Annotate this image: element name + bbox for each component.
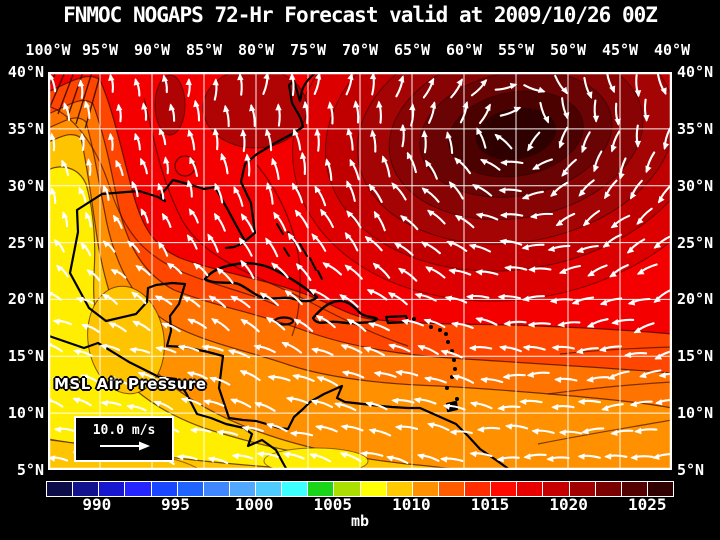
field-label: MSL Air Pressure bbox=[54, 375, 207, 393]
lon-label-85W: 85°W bbox=[185, 41, 223, 59]
colorbar-tick-1000: 1000 bbox=[234, 495, 274, 514]
lon-label-70W: 70°W bbox=[341, 41, 379, 59]
colorbar-tick-1020: 1020 bbox=[549, 495, 588, 514]
lon-label-60W: 60°W bbox=[445, 41, 483, 59]
colorbar-cell-3 bbox=[125, 482, 151, 496]
lat-label-35N: 35°N bbox=[677, 119, 714, 138]
pressure-field-canvas bbox=[48, 72, 672, 470]
lat-label-10N: 10°N bbox=[677, 404, 714, 423]
colorbar-cell-6 bbox=[203, 482, 229, 496]
colorbar-cell-0 bbox=[47, 482, 73, 496]
colorbar-cell-8 bbox=[256, 482, 282, 496]
chart-title: FNMOC NOGAPS 72-Hr Forecast valid at 200… bbox=[63, 3, 658, 27]
reference-wind-arrow-icon bbox=[100, 441, 150, 451]
colorbar-tick-1015: 1015 bbox=[470, 495, 510, 514]
colorbar-cell-20 bbox=[569, 482, 595, 496]
colorbar-cell-21 bbox=[595, 482, 621, 496]
colorbar-cell-7 bbox=[229, 482, 255, 496]
colorbar-tick-1010: 1010 bbox=[392, 495, 431, 514]
lat-label-25N: 25°N bbox=[677, 233, 714, 252]
lon-label-95W: 95°W bbox=[81, 41, 119, 59]
lon-label-55W: 55°W bbox=[497, 41, 535, 59]
colorbar-cell-23 bbox=[647, 482, 673, 496]
lat-label-5N: 5°N bbox=[677, 461, 705, 479]
lon-label-45W: 45°W bbox=[601, 41, 639, 59]
wind-speed-legend: 10.0 m/s bbox=[74, 416, 174, 462]
colorbar-unit: mb bbox=[350, 512, 370, 530]
lat-label-15N: 15°N bbox=[677, 347, 714, 366]
lat-label-30N: 30°N bbox=[7, 176, 44, 195]
pressure-colorbar bbox=[46, 481, 674, 497]
colorbar-cell-13 bbox=[386, 482, 412, 496]
colorbar-cell-17 bbox=[491, 482, 517, 496]
lat-label-40N: 40°N bbox=[7, 63, 44, 81]
colorbar-cell-18 bbox=[517, 482, 543, 496]
lon-label-80W: 80°W bbox=[237, 41, 275, 59]
lat-label-30N: 30°N bbox=[677, 176, 714, 195]
colorbar-cell-2 bbox=[99, 482, 125, 496]
colorbar-tick-1005: 1005 bbox=[313, 495, 352, 514]
lon-label-75W: 75°W bbox=[289, 41, 327, 59]
wind-arrows bbox=[48, 72, 672, 466]
colorbar-cell-16 bbox=[465, 482, 491, 496]
lat-label-20N: 20°N bbox=[677, 290, 714, 309]
lon-label-40W: 40°W bbox=[653, 41, 691, 59]
colorbar-cell-11 bbox=[334, 482, 360, 496]
lat-label-25N: 25°N bbox=[7, 233, 44, 252]
colorbar-cell-4 bbox=[151, 482, 177, 496]
lat-label-10N: 10°N bbox=[7, 404, 44, 423]
lon-label-50W: 50°W bbox=[549, 41, 587, 59]
grid-lines bbox=[48, 72, 672, 470]
colorbar-cell-10 bbox=[308, 482, 334, 496]
colorbar-tick-1025: 1025 bbox=[627, 495, 667, 514]
colorbar-cell-5 bbox=[177, 482, 203, 496]
colorbar-cell-14 bbox=[412, 482, 438, 496]
lat-label-5N: 5°N bbox=[16, 461, 44, 479]
lon-label-100W: 100°W bbox=[25, 41, 71, 59]
lon-label-65W: 65°W bbox=[393, 41, 431, 59]
colorbar-tick-990: 990 bbox=[82, 495, 112, 514]
colorbar-cell-19 bbox=[543, 482, 569, 496]
lat-label-20N: 20°N bbox=[7, 290, 44, 309]
lat-label-15N: 15°N bbox=[7, 347, 44, 366]
colorbar-cell-15 bbox=[438, 482, 464, 496]
colorbar-tick-995: 995 bbox=[161, 495, 190, 514]
colorbar-cell-9 bbox=[282, 482, 308, 496]
wind-speed-value: 10.0 m/s bbox=[92, 423, 156, 438]
lat-label-40N: 40°N bbox=[677, 63, 714, 81]
colorbar-cell-22 bbox=[621, 482, 647, 496]
lat-label-35N: 35°N bbox=[7, 119, 44, 138]
colorbar-cell-12 bbox=[360, 482, 386, 496]
pressure-map: MSL Air Pressure 10.0 m/s bbox=[48, 72, 672, 470]
lon-label-90W: 90°W bbox=[133, 41, 171, 59]
colorbar-cell-1 bbox=[73, 482, 99, 496]
